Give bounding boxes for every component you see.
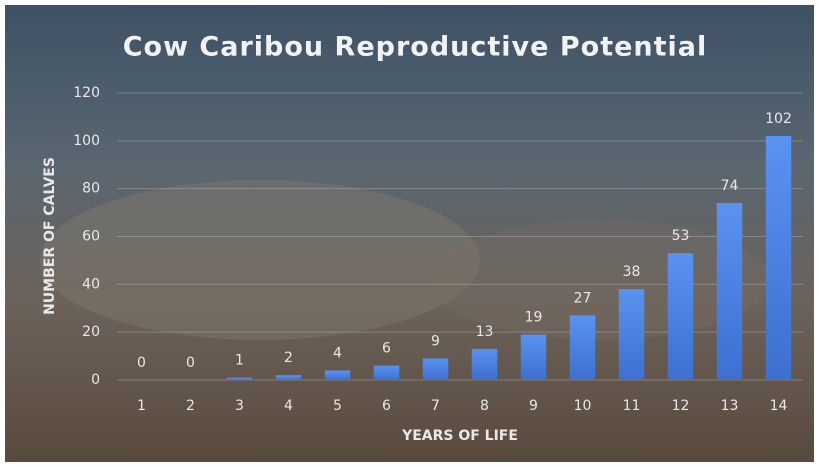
x-tick-label: 12: [672, 398, 690, 414]
x-tick-label: 10: [574, 398, 592, 414]
y-tick-label: 20: [82, 324, 100, 340]
x-tick-label: 8: [480, 398, 489, 414]
data-label: 53: [672, 228, 690, 244]
bar: [569, 315, 596, 380]
data-label: 2: [284, 350, 293, 366]
chart-title: Cow Caribou Reproductive Potential: [123, 32, 708, 63]
bar: [422, 358, 449, 380]
data-label: 1: [235, 353, 244, 369]
x-tick-label: 4: [284, 398, 293, 414]
x-tick-label: 9: [529, 398, 538, 414]
bar: [226, 377, 253, 380]
data-label: 102: [765, 111, 792, 127]
data-label: 6: [382, 341, 391, 357]
data-label: 0: [137, 355, 146, 371]
caribou-shape: [40, 180, 480, 340]
y-tick-label: 100: [73, 133, 100, 149]
x-tick-label: 14: [770, 398, 788, 414]
x-tick-label: 11: [623, 398, 641, 414]
y-tick-label: 0: [91, 372, 100, 388]
y-tick-label: 120: [73, 85, 100, 101]
background: [5, 5, 814, 462]
x-tick-label: 2: [186, 398, 195, 414]
bar: [667, 253, 694, 380]
data-label: 4: [333, 345, 342, 361]
bar: [275, 375, 302, 380]
x-tick-label: 6: [382, 398, 391, 414]
y-tick-label: 40: [82, 276, 100, 292]
data-label: 13: [476, 324, 494, 340]
data-label: 9: [431, 333, 440, 349]
x-axis-title: YEARS OF LIFE: [401, 428, 518, 444]
data-label: 38: [623, 264, 641, 280]
bar: [716, 203, 743, 380]
bar: [765, 136, 792, 380]
bar: [520, 334, 547, 380]
bar: [324, 370, 351, 380]
data-label: 0: [186, 355, 195, 371]
x-tick-label: 3: [235, 398, 244, 414]
data-label: 27: [574, 290, 592, 306]
y-tick-label: 80: [82, 181, 100, 197]
x-tick-label: 7: [431, 398, 440, 414]
data-label: 19: [525, 310, 543, 326]
y-tick-label: 60: [82, 229, 100, 245]
x-tick-label: 13: [721, 398, 739, 414]
y-axis-title: NUMBER OF CALVES: [42, 157, 58, 315]
x-tick-label: 5: [333, 398, 342, 414]
bar: [471, 348, 498, 380]
bar: [618, 289, 645, 380]
data-label: 74: [721, 178, 739, 194]
bar: [373, 365, 400, 380]
x-tick-label: 1: [137, 398, 146, 414]
